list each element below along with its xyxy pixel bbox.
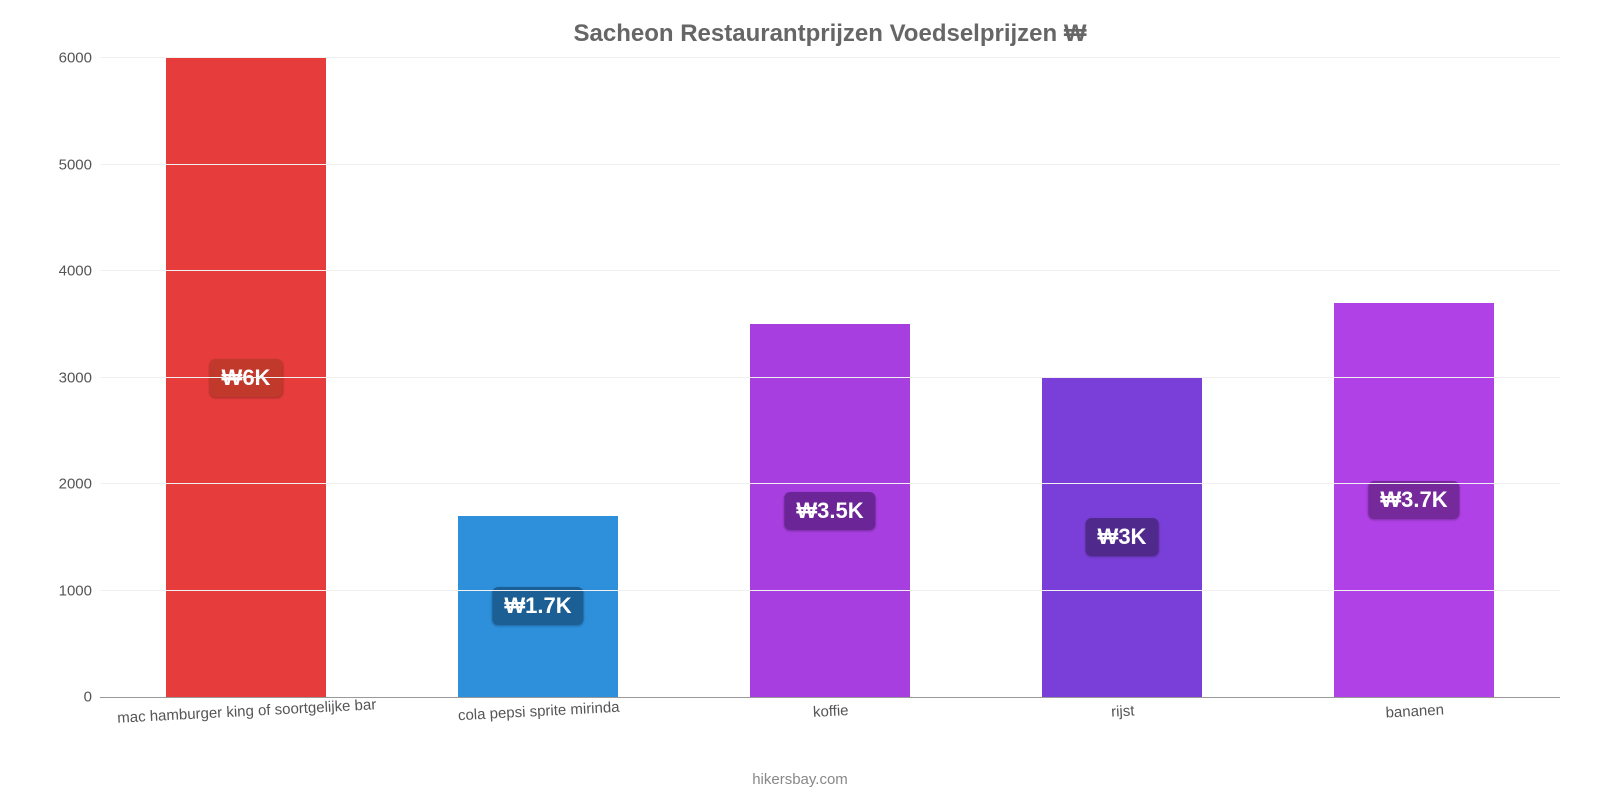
bar-slot: ₩1.7K [392,58,684,697]
value-badge: ₩3.7K [1368,481,1459,519]
bar: ₩1.7K [458,516,619,697]
bar-slot: ₩6K [100,58,392,697]
bar-slot: ₩3.5K [684,58,976,697]
y-tick-label: 1000 [59,582,100,599]
y-tick-label: 0 [84,689,100,706]
gridline [100,590,1560,591]
chart-title: Sacheon Restaurantprijzen Voedselprijzen… [100,20,1560,48]
value-badge: ₩1.7K [492,587,583,625]
bar: ₩3K [1042,378,1203,698]
bar-slot: ₩3K [976,58,1268,697]
y-tick-label: 3000 [59,369,100,386]
chart-container: Sacheon Restaurantprijzen Voedselprijzen… [0,0,1600,800]
bar: ₩3.5K [750,324,911,697]
value-badge: ₩6K [210,359,283,397]
gridline [100,57,1560,58]
bar: ₩6K [166,58,327,697]
chart-credit: hikersbay.com [752,771,848,788]
y-tick-label: 2000 [59,476,100,493]
gridline [100,377,1560,378]
value-badge: ₩3K [1086,518,1159,556]
y-tick-label: 5000 [59,156,100,173]
y-tick-label: 6000 [59,50,100,67]
y-tick-label: 4000 [59,263,100,280]
plot-area: ₩6K₩1.7K₩3.5K₩3K₩3.7K mac hamburger king… [100,58,1560,698]
gridline [100,164,1560,165]
bars-region: ₩6K ₩1.7K ₩3.5K ₩3K ₩3.7K [100,58,1560,697]
value-badge: ₩3.5K [784,492,875,530]
gridline [100,483,1560,484]
bar-slot: ₩3.7K [1268,58,1560,697]
x-axis-labels: mac hamburger king of soortgelijke barco… [100,697,1560,720]
gridline [100,270,1560,271]
bar: ₩3.7K [1334,303,1495,697]
